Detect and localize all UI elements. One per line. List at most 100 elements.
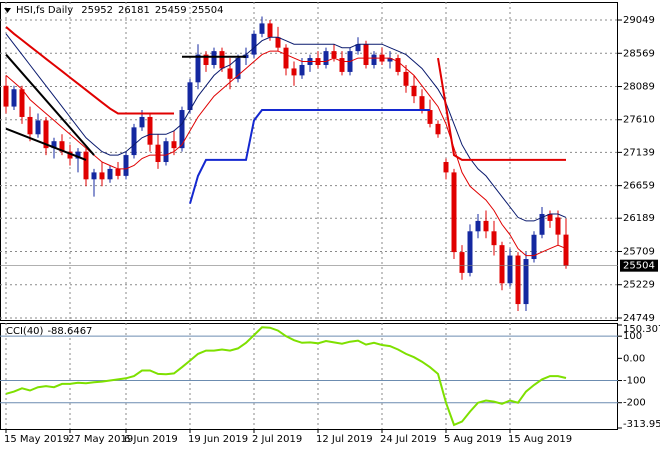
candle-body — [91, 172, 97, 180]
y-tick-label: 26659 — [623, 181, 655, 192]
candle-body — [499, 245, 505, 284]
candle-body — [11, 89, 17, 107]
candle-body — [259, 23, 265, 34]
candle-body — [235, 58, 241, 79]
candle-body — [299, 64, 305, 76]
candle-body — [459, 252, 465, 273]
candle-body — [187, 82, 193, 111]
candle-body — [75, 151, 81, 159]
candle-body — [171, 141, 177, 149]
x-tick-label: 5 Aug 2019 — [444, 434, 502, 445]
candle-body — [475, 220, 481, 232]
candle-body — [43, 120, 49, 149]
candle-body — [427, 110, 433, 124]
trend-line — [5, 53, 95, 156]
candle-body — [355, 44, 361, 52]
candle-body — [35, 120, 41, 135]
candle-body — [339, 58, 345, 72]
candle-body — [291, 68, 297, 76]
candle-body — [563, 234, 569, 266]
candle-body — [539, 213, 545, 235]
candle-body — [19, 89, 25, 117]
candle-body — [267, 23, 273, 38]
candle-body — [139, 116, 145, 128]
candle-body — [483, 220, 489, 232]
last-open: 25952 — [81, 5, 113, 16]
menu-arrow — [4, 8, 11, 13]
price-title: HSI,fs Daily 25952 26181 25459 25504 — [16, 5, 223, 16]
candle-body — [51, 141, 57, 149]
candle-body — [59, 141, 65, 152]
candle-body — [99, 172, 105, 180]
candle-body — [275, 37, 281, 48]
indicator-tick-label: 0.00 — [623, 353, 645, 364]
candle-body — [155, 144, 161, 163]
candle-body — [507, 255, 513, 284]
x-tick-label: 15 Aug 2019 — [508, 434, 572, 445]
y-tick-label: 25229 — [623, 280, 655, 291]
candle-body — [363, 44, 369, 65]
candle-body — [323, 51, 329, 65]
y-tick-label: 27610 — [623, 115, 655, 126]
indicator-tick-label: -100 — [623, 376, 646, 387]
candle-body — [411, 85, 417, 97]
indicator-tick-label: 150.3071 — [623, 324, 660, 335]
marks — [3, 16, 569, 427]
x-tick-label: 19 Jun 2019 — [188, 434, 248, 445]
current-price-label: 25504 — [623, 261, 655, 272]
candle-body — [467, 231, 473, 273]
last-high: 26181 — [118, 5, 150, 16]
candle-body — [195, 54, 201, 83]
overlay-line — [5, 26, 566, 161]
indicator-line — [5, 326, 567, 427]
candle-body — [3, 85, 9, 107]
last-low: 25459 — [155, 5, 187, 16]
indicator-tick-label: -200 — [623, 398, 646, 409]
candle-body — [115, 168, 121, 176]
candle-body — [179, 110, 185, 149]
candle-body — [555, 217, 561, 235]
x-tick-label: 12 Jul 2019 — [316, 434, 373, 445]
indicator-last: -88.6467 — [47, 326, 92, 337]
indicator-tick-label: 100 — [623, 331, 642, 342]
indicator-name: CCI(40) — [6, 326, 44, 337]
candle-body — [491, 231, 497, 246]
y-tick-label: 26189 — [623, 213, 655, 224]
candle-body — [419, 96, 425, 111]
candle-body — [547, 213, 553, 221]
candle-body — [123, 155, 129, 176]
y-tick-label: 29049 — [623, 15, 655, 26]
candle-body — [443, 162, 449, 173]
candle-body — [27, 116, 33, 135]
candle-body — [523, 259, 529, 305]
y-tick-label: 24749 — [623, 313, 655, 324]
grid — [0, 2, 618, 429]
overlay-line — [5, 33, 567, 222]
candle-body — [531, 234, 537, 260]
y-tick-label: 27139 — [623, 147, 655, 158]
candle-body — [331, 51, 337, 59]
x-tick-label: 24 Jul 2019 — [380, 434, 437, 445]
candle-body — [371, 54, 377, 65]
candle-body — [515, 255, 521, 305]
candle-body — [219, 51, 225, 69]
candle-body — [203, 54, 209, 65]
last-close: 25504 — [192, 5, 224, 16]
candle-body — [147, 116, 153, 145]
price-panel — [0, 2, 618, 321]
candle-body — [387, 58, 393, 62]
indicator-title: CCI(40) -88.6467 — [6, 326, 92, 337]
symbol: HSI,fs Daily — [16, 5, 73, 16]
candle-body — [403, 71, 409, 86]
candle-body — [227, 68, 233, 79]
y-tick-label: 25709 — [623, 246, 655, 257]
indicator-panel — [0, 323, 618, 430]
candle-body — [67, 151, 73, 159]
x-tick-label: 15 May 2019 — [4, 434, 69, 445]
candle-body — [163, 141, 169, 163]
x-tick-label: 6 Jun 2019 — [124, 434, 178, 445]
overlay-line — [189, 109, 430, 204]
x-tick-label: 2 Jul 2019 — [252, 434, 302, 445]
y-tick-label: 28569 — [623, 48, 655, 59]
